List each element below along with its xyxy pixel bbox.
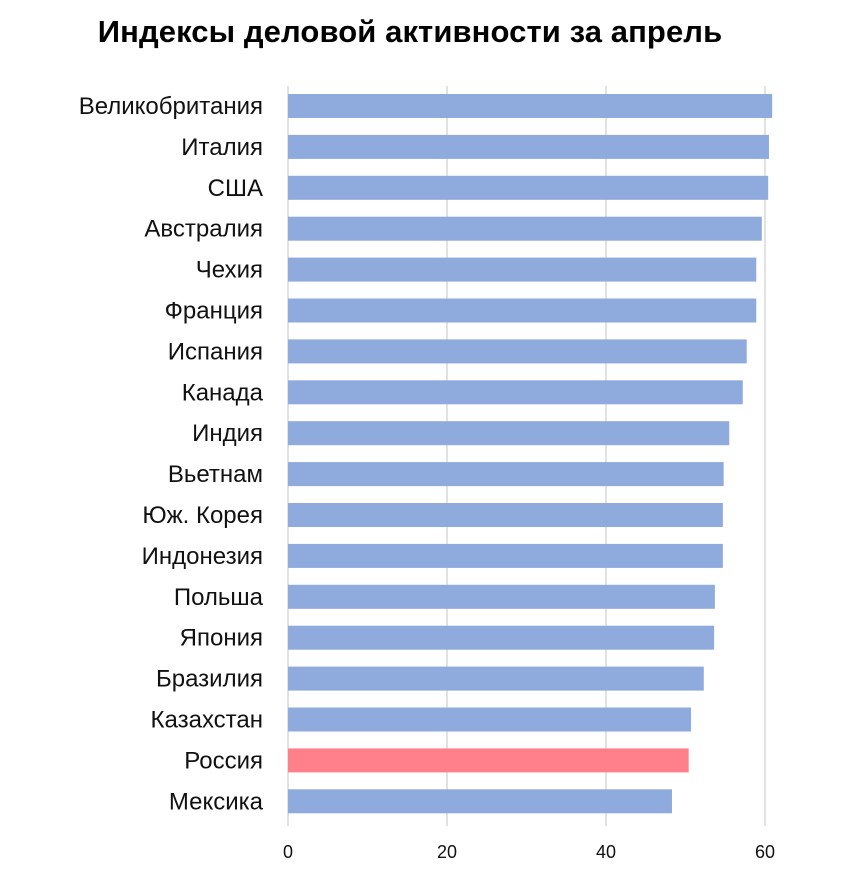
bar-14 (288, 625, 715, 650)
category-label: Россия (184, 747, 263, 774)
category-label: Казахстан (151, 707, 263, 734)
bar-11 (288, 503, 723, 527)
bar-10 (288, 462, 724, 487)
category-label: Япония (180, 625, 263, 652)
bar-5 (288, 257, 757, 282)
bar-12 (288, 543, 723, 568)
bar-1 (288, 94, 773, 118)
category-label: Юж. Корея (142, 502, 263, 529)
grid-lines (287, 86, 766, 826)
bar-7 (288, 339, 747, 364)
bar-18 (288, 789, 672, 814)
category-label: Испания (168, 338, 263, 365)
category-label: Великобритания (79, 93, 263, 120)
x-axis-ticks: 0 20 40 60 (283, 842, 775, 862)
category-label: Бразилия (156, 666, 263, 693)
bar-9 (288, 421, 730, 446)
category-label: Канада (182, 379, 264, 406)
category-label: Индия (192, 420, 263, 447)
bar-3 (288, 175, 769, 200)
category-label: Италия (181, 134, 263, 161)
bar-6 (288, 298, 757, 323)
bar-4 (288, 216, 762, 241)
category-label: Австралия (144, 216, 263, 243)
category-label: Франция (165, 298, 263, 325)
category-label: Индонезия (142, 543, 263, 570)
bar-2 (288, 134, 769, 159)
category-label: Польша (174, 584, 264, 611)
bar-16 (288, 707, 692, 732)
category-labels: Великобритания Италия США Австралия Чехия Фра… (79, 93, 264, 815)
bar-17 (288, 748, 689, 773)
x-tick-label: 20 (437, 842, 457, 862)
bars (288, 94, 773, 814)
chart-title: Индексы деловой активности за апрель (97, 14, 723, 49)
x-tick-label: 0 (283, 842, 293, 862)
category-label: США (208, 175, 263, 202)
bar-8 (288, 380, 743, 405)
x-tick-label: 60 (755, 842, 775, 862)
category-label: Мексика (169, 788, 264, 815)
category-label: Вьетнам (168, 461, 263, 488)
category-label: Чехия (196, 257, 263, 284)
x-tick-label: 40 (596, 842, 616, 862)
bar-15 (288, 666, 704, 691)
bar-13 (288, 584, 715, 609)
